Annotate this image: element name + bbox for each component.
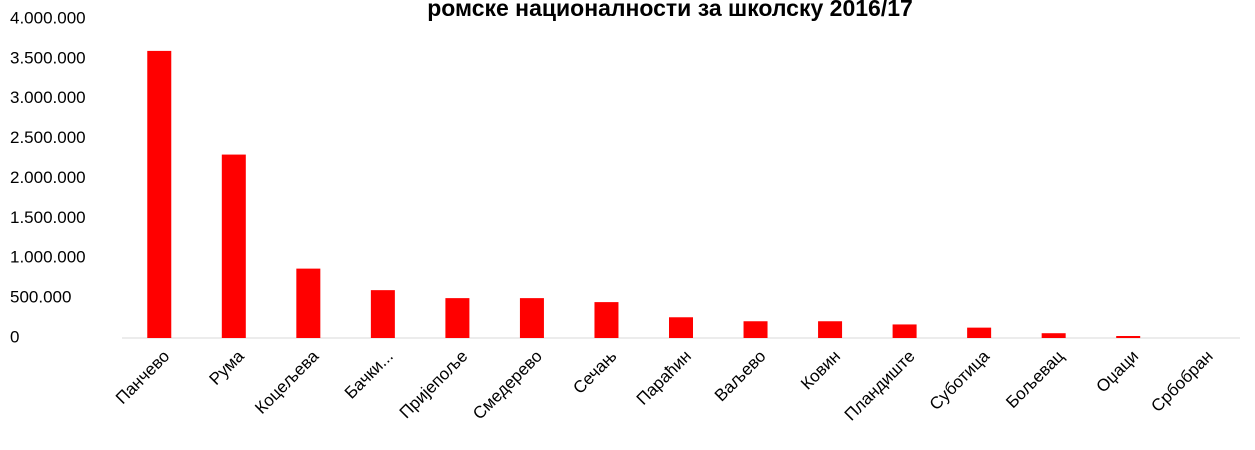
x-tick-label: Параћин	[633, 347, 695, 409]
y-tick-label: 2.000.000	[10, 168, 86, 187]
y-tick-label: 0	[10, 327, 19, 346]
bar	[967, 327, 992, 338]
x-tick-label: Ковин	[797, 347, 844, 394]
x-tick-label: Смедерево	[469, 347, 546, 424]
x-tick-label: Бачки...	[341, 347, 397, 403]
bar	[594, 302, 619, 338]
bar	[147, 50, 172, 339]
y-tick-label: 1.000.000	[10, 248, 86, 267]
bar	[669, 317, 693, 338]
y-tick-label: 500.000	[10, 288, 71, 307]
y-tick-label: 3.000.000	[10, 88, 86, 107]
x-tick-label: Суботица	[926, 346, 994, 414]
y-tick-label: 1.500.000	[10, 208, 86, 227]
bar	[1041, 333, 1066, 338]
x-tick-label: Пријепоље	[396, 347, 472, 423]
x-tick-label: Оџаци	[1092, 347, 1142, 397]
y-tick-label: 3.500.000	[10, 48, 86, 67]
y-tick-label: 4.000.000	[10, 8, 86, 27]
x-tick-label: Коцељева	[251, 346, 322, 417]
x-tick-label: Панчево	[112, 347, 173, 408]
x-tick-label: Рума	[206, 346, 249, 389]
chart-title: ромске националности за школску 2016/17	[427, 0, 913, 21]
bar	[221, 154, 246, 338]
x-tick-label: Пландиште	[841, 347, 919, 425]
bar	[892, 324, 917, 338]
bar	[519, 298, 544, 338]
bar	[445, 298, 470, 338]
bar	[296, 268, 321, 338]
x-tick-label: Бољевац	[1002, 346, 1068, 412]
y-tick-label: 2.500.000	[10, 128, 86, 147]
x-tick-label: Ваљево	[711, 347, 770, 406]
bar	[818, 321, 843, 338]
x-tick-label: Србобран	[1147, 347, 1216, 416]
x-tick-label: Сечањ	[569, 346, 620, 397]
bar	[370, 290, 395, 338]
bar	[743, 321, 768, 338]
bar	[1116, 336, 1141, 338]
